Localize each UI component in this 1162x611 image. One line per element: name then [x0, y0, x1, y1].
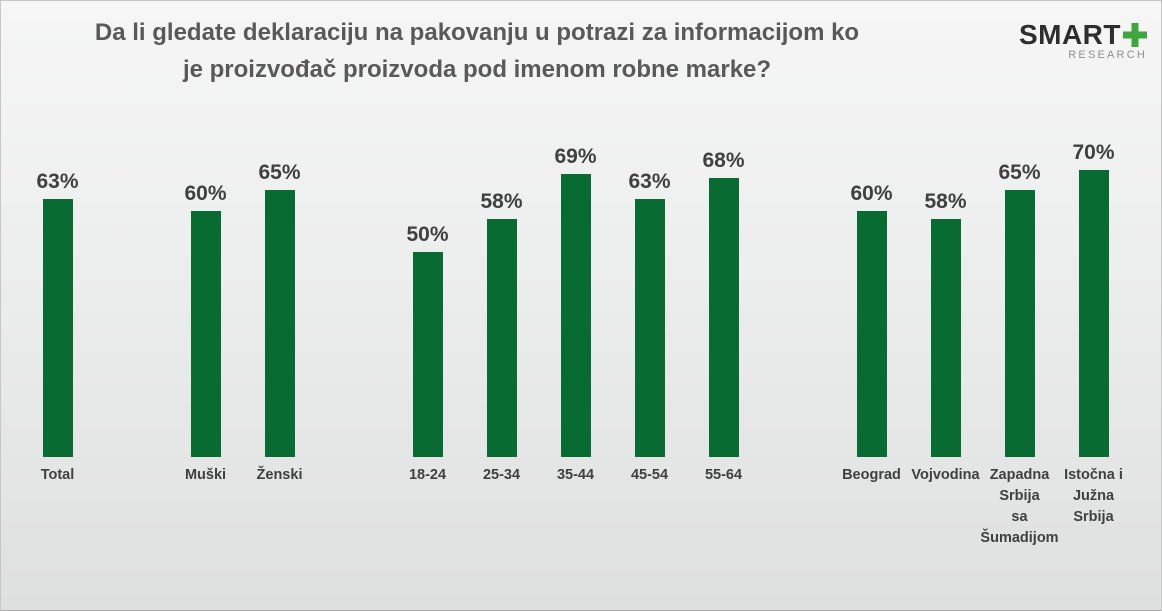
- bar-total-0: [42, 199, 73, 457]
- bar-starost-2: [560, 174, 591, 457]
- category-label-region-1: Vojvodina: [911, 467, 980, 483]
- bar-starost-0: [412, 252, 443, 457]
- value-label-region-3: 70%: [1072, 141, 1115, 164]
- value-label-total-0: 63%: [36, 170, 79, 193]
- value-label-pol-0: 60%: [184, 182, 227, 205]
- value-label-pol-1: 65%: [258, 161, 301, 184]
- bar-region-2: [1004, 190, 1035, 457]
- bar-starost-4: [708, 178, 739, 457]
- bar-region-3: [1078, 170, 1109, 457]
- value-label-starost-0: 50%: [406, 223, 449, 246]
- value-label-region-0: 60%: [850, 182, 893, 205]
- category-label-starost-0: 18-24: [408, 467, 447, 483]
- bar-pol-1: [264, 190, 295, 457]
- bar-starost-3: [634, 199, 665, 457]
- value-label-region-2: 65%: [998, 161, 1041, 184]
- bar-region-0: [856, 211, 887, 457]
- logo-brand: SMART: [1018, 19, 1147, 50]
- logo-subtitle: RESEARCH: [1068, 49, 1147, 61]
- category-label-starost-1: 25-34: [482, 467, 521, 483]
- bar-region-1: [930, 219, 961, 457]
- logo-brand-text: SMART: [1018, 19, 1121, 50]
- value-label-starost-4: 68%: [702, 149, 745, 172]
- category-label-pol-1: Ženski: [256, 467, 303, 483]
- smart-research-logo: SMART RESEARCH: [1018, 19, 1147, 61]
- category-label-starost-3: 45-54: [630, 467, 669, 483]
- category-label-region-3: Istočna i Južna Srbija: [1064, 467, 1123, 525]
- category-label-region-2: Zapadna Srbija sa Šumadijom: [980, 467, 1059, 546]
- value-label-starost-1: 58%: [480, 190, 523, 213]
- category-label-starost-4: 55-64: [704, 467, 743, 483]
- category-label-total-0: Total: [40, 467, 75, 483]
- bar-starost-1: [486, 219, 517, 457]
- chart-title: Da li gledate deklaraciju na pakovanju u…: [13, 14, 941, 88]
- category-label-starost-2: 35-44: [556, 467, 595, 483]
- value-label-region-1: 58%: [924, 190, 967, 213]
- chart-title-line1: Da li gledate deklaraciju na pakovanju u…: [94, 19, 860, 46]
- bar-pol-0: [190, 211, 221, 457]
- plus-icon: [1123, 23, 1147, 47]
- value-label-starost-3: 63%: [628, 170, 671, 193]
- value-label-starost-2: 69%: [554, 145, 597, 168]
- category-label-pol-0: Muški: [184, 467, 227, 483]
- category-label-region-0: Beograd: [842, 467, 901, 483]
- chart-title-line2: je proizvođač proizvoda pod imenom robne…: [182, 56, 772, 83]
